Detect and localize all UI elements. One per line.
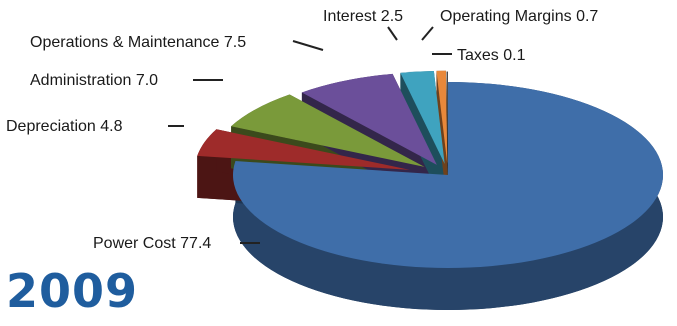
slice-power-cost — [232, 82, 664, 268]
slice-taxes — [446, 71, 448, 165]
label-operations-maintenance: Operations & Maintenance 7.5 — [30, 34, 247, 51]
slice-interest — [400, 70, 445, 164]
slice-face-operating-margins-0 — [436, 70, 448, 206]
leader-line-operations-maintenance — [292, 40, 324, 51]
label-taxes: Taxes 0.1 — [457, 47, 526, 64]
label-operating-margins: Operating Margins 0.7 — [440, 8, 599, 25]
leader-line-operating-margins — [421, 26, 434, 41]
slice-operating-margins — [436, 70, 448, 164]
label-depreciation: Depreciation 4.8 — [6, 118, 123, 135]
label-interest: Interest 2.5 — [323, 8, 404, 25]
label-administration: Administration 7.0 — [30, 72, 159, 89]
slice-administration — [231, 94, 425, 167]
slice-operations-maintenance — [301, 73, 437, 165]
label-power-cost: Power Cost 77.4 — [93, 235, 212, 252]
slice-depreciation — [197, 129, 410, 170]
leader-line-interest — [387, 26, 398, 41]
year-caption: 2009 — [6, 264, 139, 318]
slice-face-taxes-0 — [446, 71, 448, 207]
